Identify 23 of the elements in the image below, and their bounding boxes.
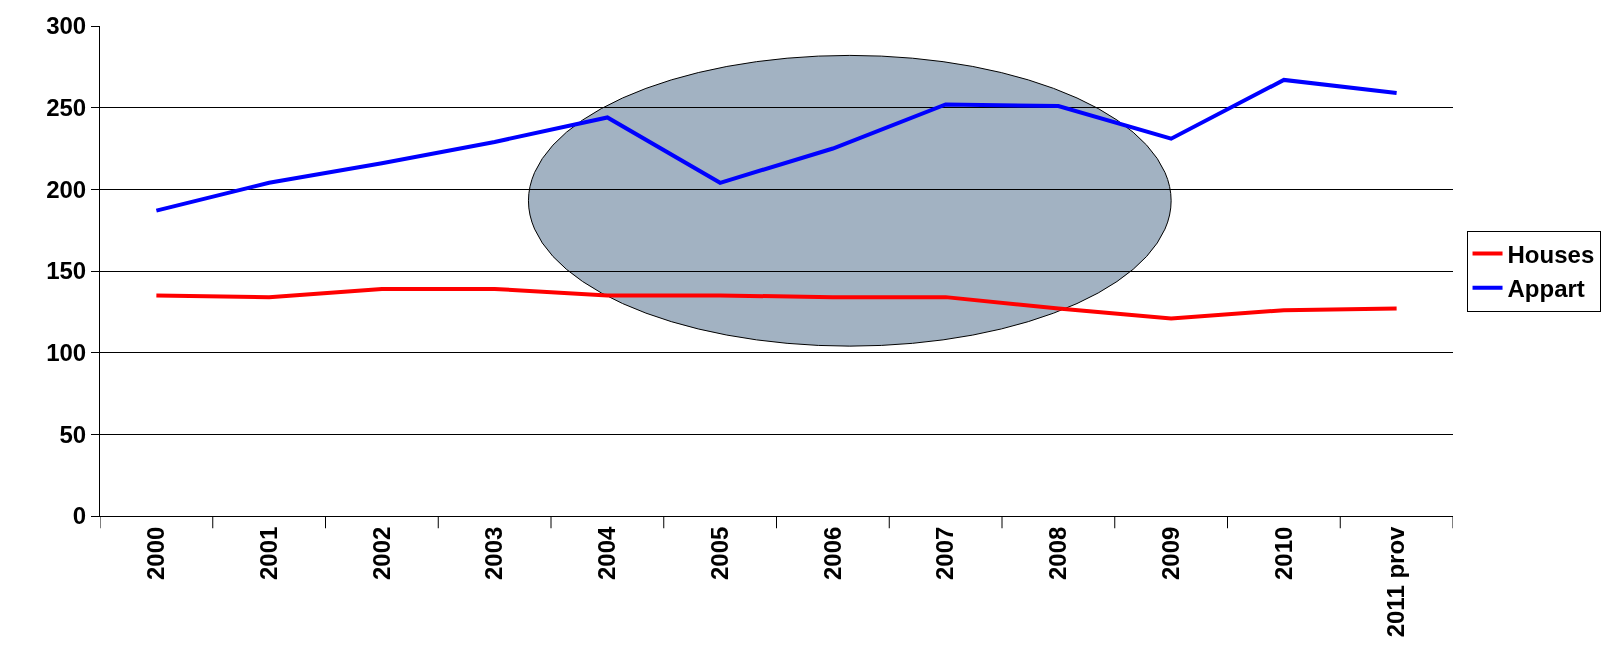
x-tick-label: 2001 <box>254 526 282 580</box>
x-tick-label: 2000 <box>142 526 170 580</box>
line-series <box>154 77 1399 213</box>
y-tick-label: 250 <box>46 94 87 122</box>
legend-label: Houses <box>1507 240 1595 268</box>
y-tick-label: 0 <box>72 502 87 530</box>
x-tick-label: 2009 <box>1156 526 1184 580</box>
y-tick-label: 150 <box>46 257 87 285</box>
x-tick-label: 2011 prov <box>1382 525 1410 638</box>
x-tick-label: 2005 <box>705 526 733 580</box>
x-tick-label: 2003 <box>480 526 508 580</box>
y-tick-label: 50 <box>59 420 87 448</box>
legend-label: Appart <box>1507 275 1585 303</box>
line-series <box>154 286 1399 321</box>
y-tick-label: 300 <box>46 12 87 40</box>
x-tick-label: 2007 <box>931 526 959 580</box>
y-tick-label: 200 <box>46 175 87 203</box>
x-tick-label: 2004 <box>593 525 621 580</box>
x-tick-label: 2010 <box>1269 526 1297 580</box>
x-tick-label: 2002 <box>367 526 395 580</box>
x-tick-label: 2006 <box>818 526 846 580</box>
y-tick-label: 100 <box>46 339 87 367</box>
x-tick-label: 2008 <box>1044 526 1072 580</box>
